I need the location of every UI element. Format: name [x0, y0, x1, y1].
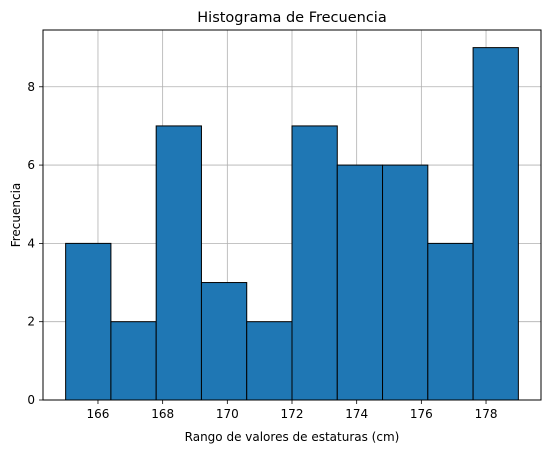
x-axis-ticks: 166 168 170 172 174 176 178 [87, 400, 498, 421]
x-tick-label-0: 166 [87, 407, 110, 421]
y-tick-label-2: 4 [27, 236, 35, 250]
histogram-bar-6 [291, 125, 338, 401]
histogram-bar-2 [110, 321, 157, 401]
y-tick-label-4: 8 [27, 80, 35, 94]
histogram-bars [65, 47, 519, 401]
y-tick-label-0: 0 [27, 393, 35, 407]
x-tick-label-1: 168 [151, 407, 174, 421]
x-tick-label-6: 178 [475, 407, 498, 421]
y-tick-label-1: 2 [27, 315, 35, 329]
histogram-bar-1 [65, 242, 112, 401]
histogram-bar-9 [427, 242, 474, 401]
x-tick-label-2: 170 [216, 407, 239, 421]
chart-title: Histograma de Frecuencia [197, 10, 386, 26]
x-tick-label-3: 172 [281, 407, 304, 421]
y-axis-ticks: 0 2 4 6 8 [27, 80, 43, 407]
y-axis-label: Frecuencia [9, 183, 23, 248]
histogram-bar-8 [382, 164, 429, 401]
x-tick-label-5: 176 [410, 407, 433, 421]
x-axis-label: Rango de valores de estaturas (cm) [185, 430, 400, 444]
histogram-bar-5 [246, 321, 293, 401]
histogram-bar-10 [472, 47, 519, 401]
histogram-bar-4 [200, 282, 248, 401]
y-tick-label-3: 6 [27, 158, 35, 172]
histogram-bar-7 [336, 164, 384, 401]
x-tick-label-4: 174 [345, 407, 368, 421]
histogram-bar-3 [155, 125, 202, 401]
